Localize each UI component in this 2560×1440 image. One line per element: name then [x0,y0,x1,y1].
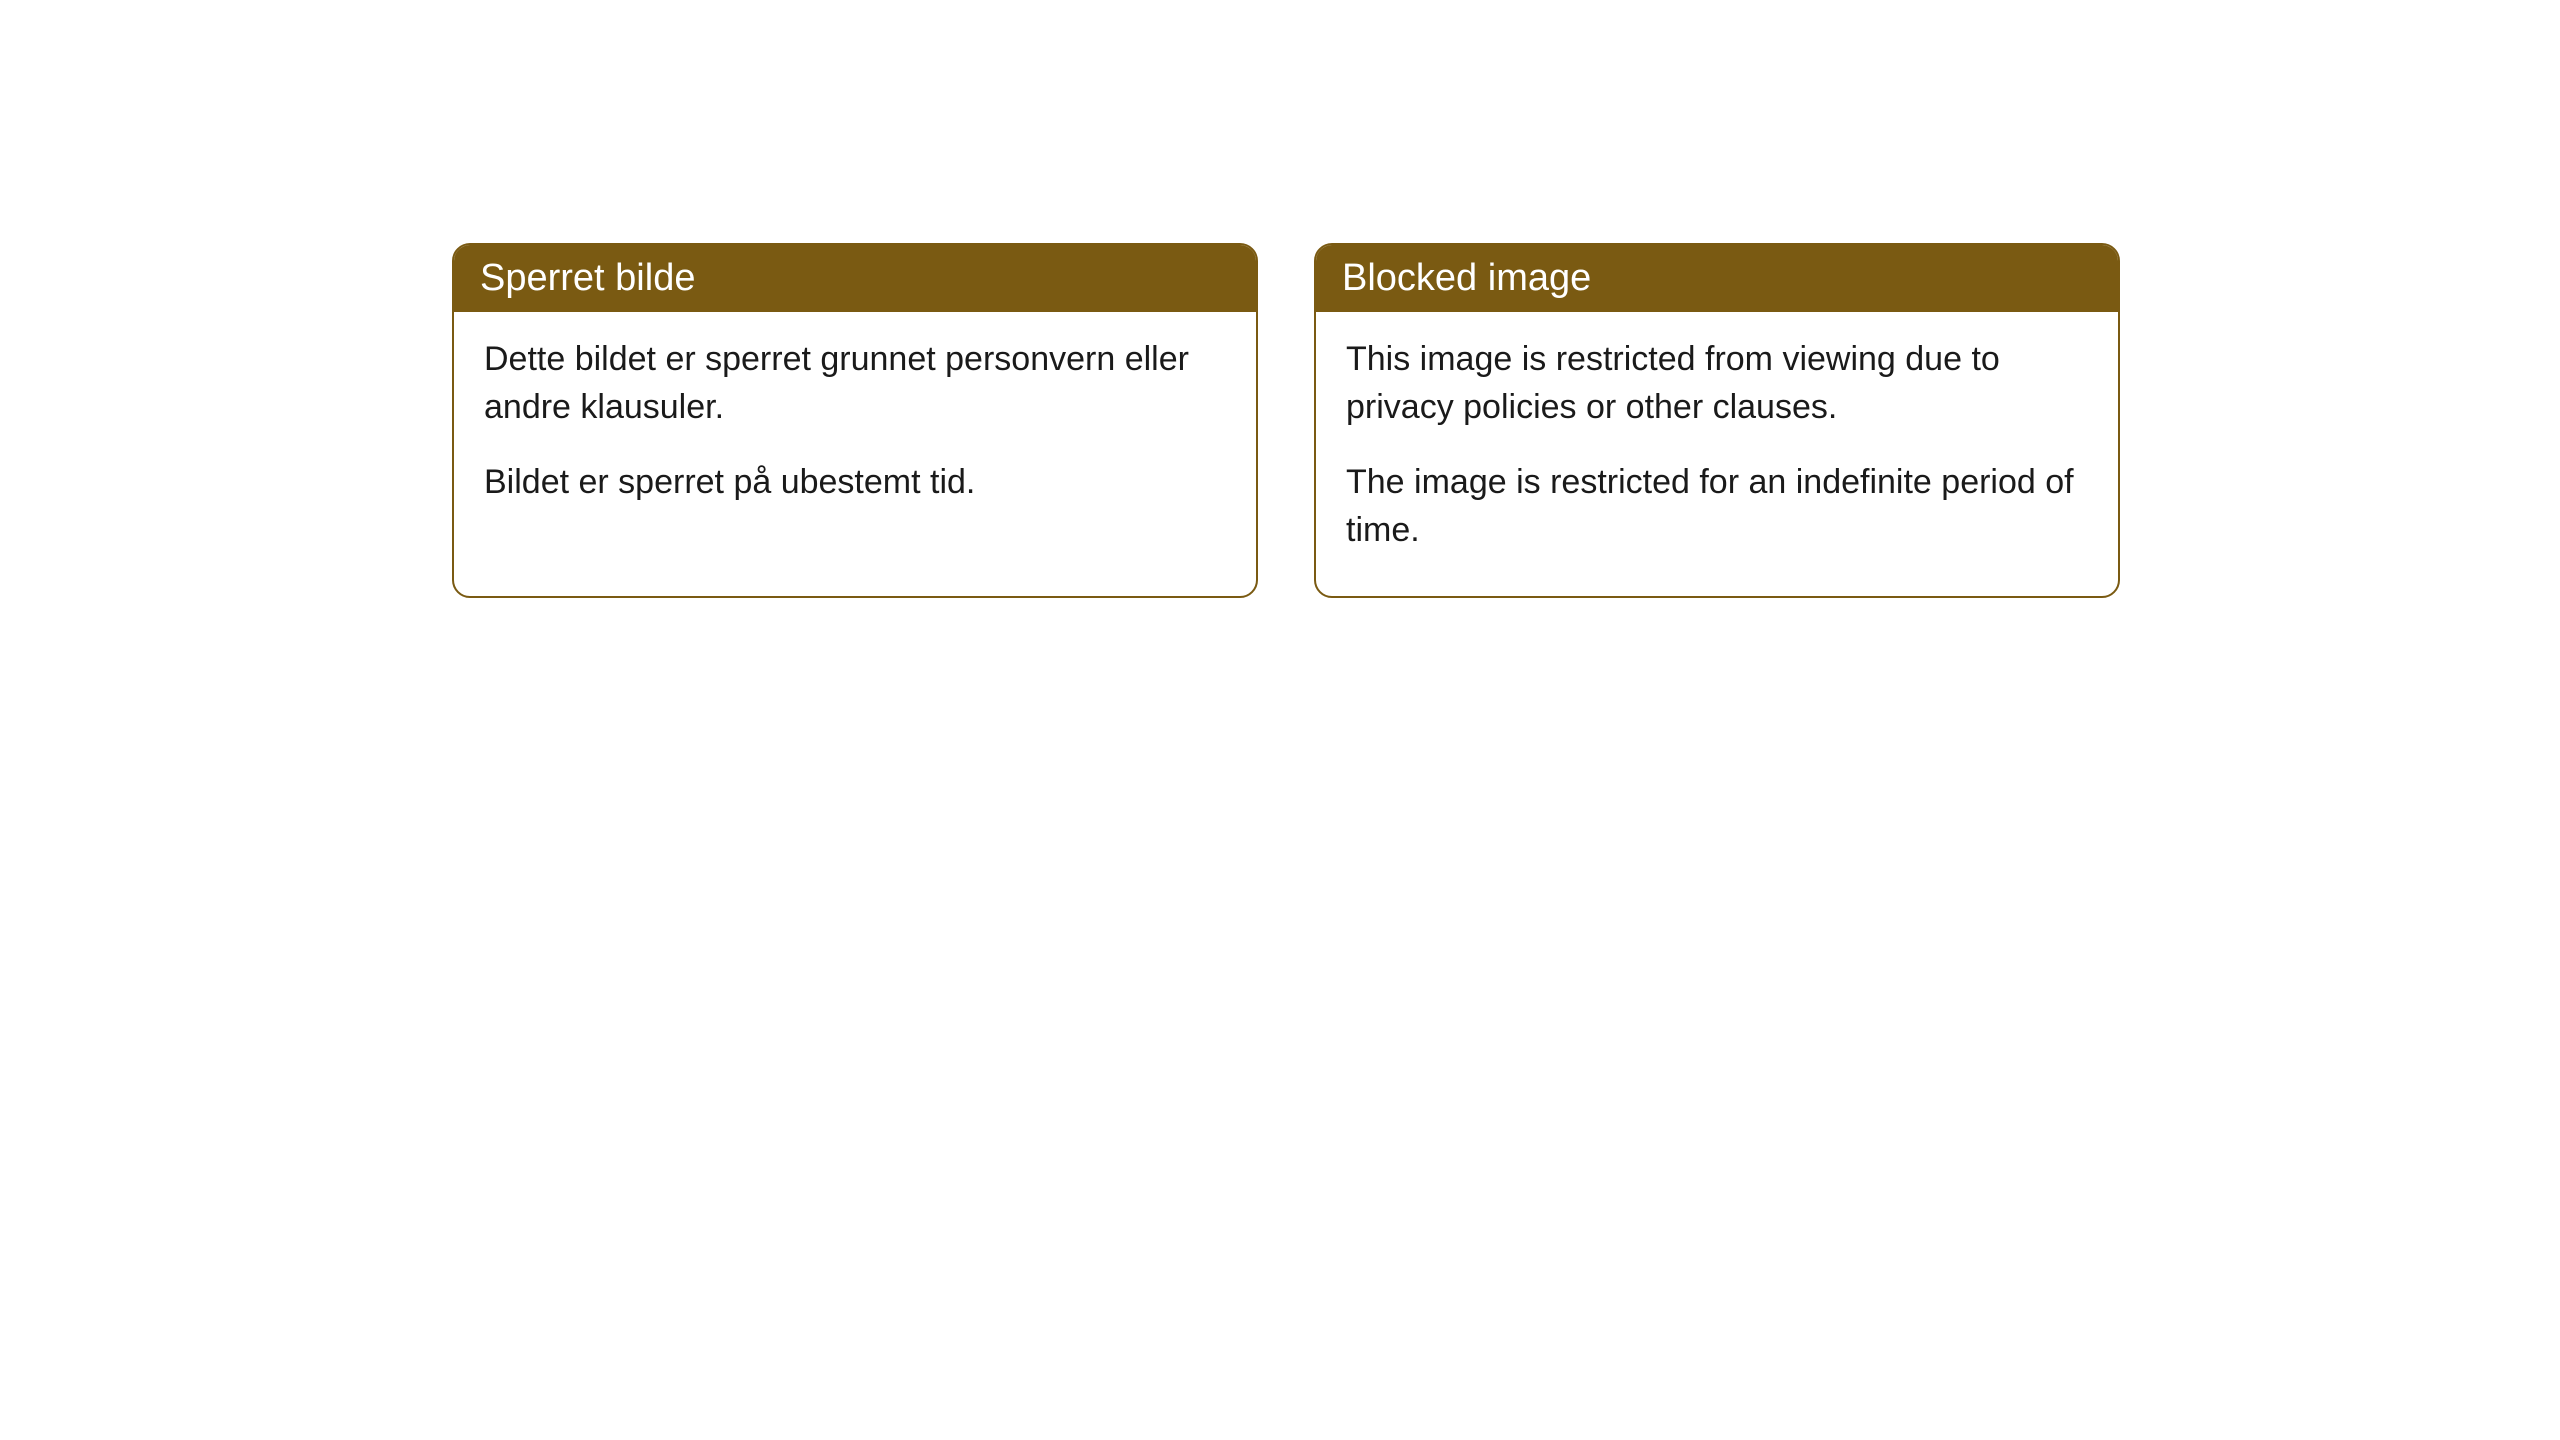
card-paragraph: Bildet er sperret på ubestemt tid. [484,459,1226,507]
card-title: Sperret bilde [480,257,695,299]
card-header-norwegian: Sperret bilde [454,245,1256,312]
card-paragraph: This image is restricted from viewing du… [1346,336,2088,431]
card-paragraph: The image is restricted for an indefinit… [1346,459,2088,554]
card-paragraph: Dette bildet er sperret grunnet personve… [484,336,1226,431]
card-body-english: This image is restricted from viewing du… [1316,312,2118,596]
card-title: Blocked image [1342,257,1591,299]
card-body-norwegian: Dette bildet er sperret grunnet personve… [454,312,1256,549]
card-header-english: Blocked image [1316,245,2118,312]
card-english: Blocked image This image is restricted f… [1314,243,2120,598]
cards-container: Sperret bilde Dette bildet er sperret gr… [452,243,2120,598]
card-norwegian: Sperret bilde Dette bildet er sperret gr… [452,243,1258,598]
